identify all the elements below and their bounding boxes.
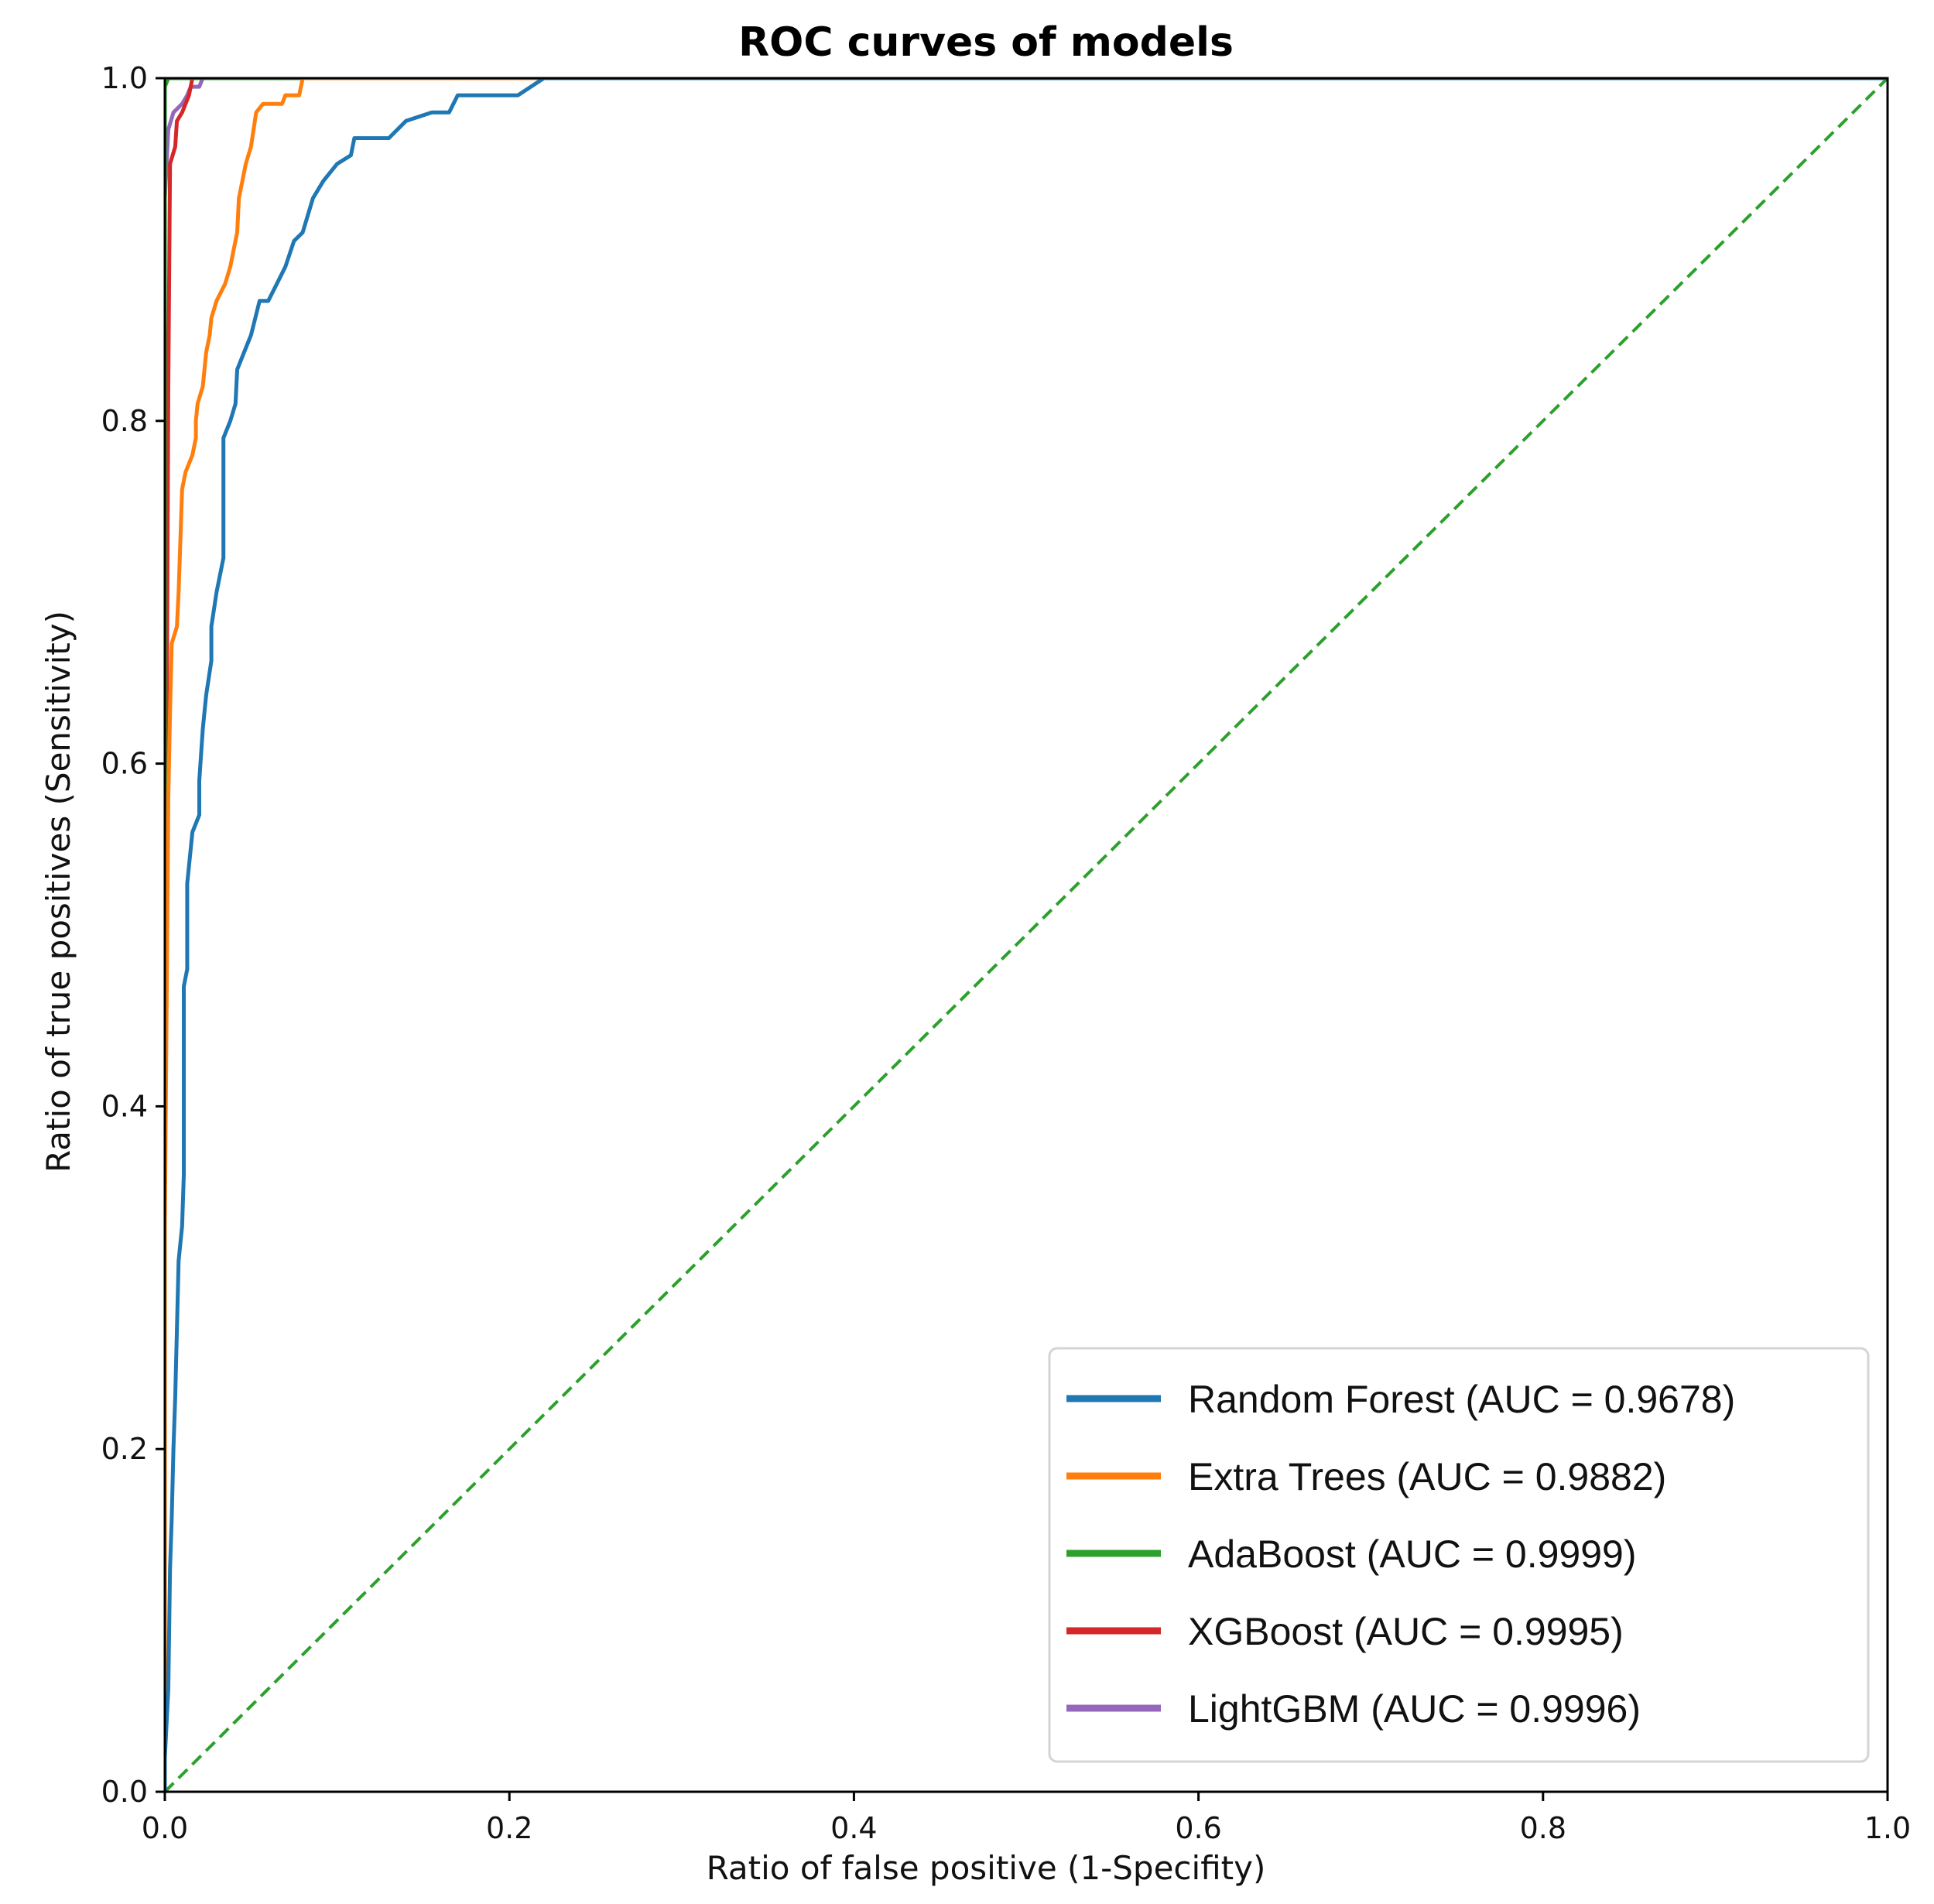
- extra-trees-line: [165, 78, 1888, 1792]
- x-tick-label: 1.0: [1864, 1811, 1911, 1845]
- x-tick-label: 0.4: [830, 1811, 877, 1845]
- y-axis-label: Ratio of true positives (Sensitivity): [39, 611, 77, 1173]
- legend-label-adaboost: AdaBoost (AUC = 0.9999): [1188, 1532, 1637, 1576]
- legend-label-lightgbm: LightGBM (AUC = 0.9996): [1188, 1687, 1641, 1731]
- legend-label-random-forest: Random Forest (AUC = 0.9678): [1188, 1378, 1735, 1421]
- y-tick-label: 0.4: [101, 1089, 148, 1123]
- y-tick-label: 0.2: [101, 1432, 148, 1466]
- legend-box: [1048, 1347, 1870, 1763]
- y-tick-label: 0.8: [101, 404, 148, 438]
- random-forest-line: [165, 78, 1888, 1792]
- x-tick-label: 0.8: [1520, 1811, 1566, 1845]
- legend-items: Random Forest (AUC = 0.9678) Extra Trees …: [1066, 1378, 1735, 1731]
- x-tick-label: 0.6: [1175, 1811, 1221, 1845]
- adaboost-line: [165, 78, 1888, 1792]
- legend: Random Forest (AUC = 0.9678) Extra Trees …: [1048, 1347, 1870, 1763]
- x-axis-label: Ratio of false positive (1-Specifity): [707, 1849, 1266, 1887]
- x-tick-label: 0.2: [486, 1811, 532, 1845]
- legend-label-xgboost: XGBoost (AUC = 0.9995): [1188, 1610, 1624, 1653]
- y-tick-label: 0.0: [101, 1775, 148, 1809]
- y-tick-label: 0.6: [101, 747, 148, 781]
- axes: 0.0 0.2 0.4 0.6 0.8 1.0 0.0 0.2 0.4 0.6 0.8 1.0: [101, 61, 1912, 1845]
- legend-label-extra-trees: Extra Trees (AUC = 0.9882): [1188, 1455, 1666, 1498]
- y-tick-label: 1.0: [101, 61, 148, 95]
- x-tick-label: 0.0: [142, 1811, 188, 1845]
- axes-frame: [163, 77, 1889, 1793]
- chart-title: ROC curves of models: [738, 19, 1234, 66]
